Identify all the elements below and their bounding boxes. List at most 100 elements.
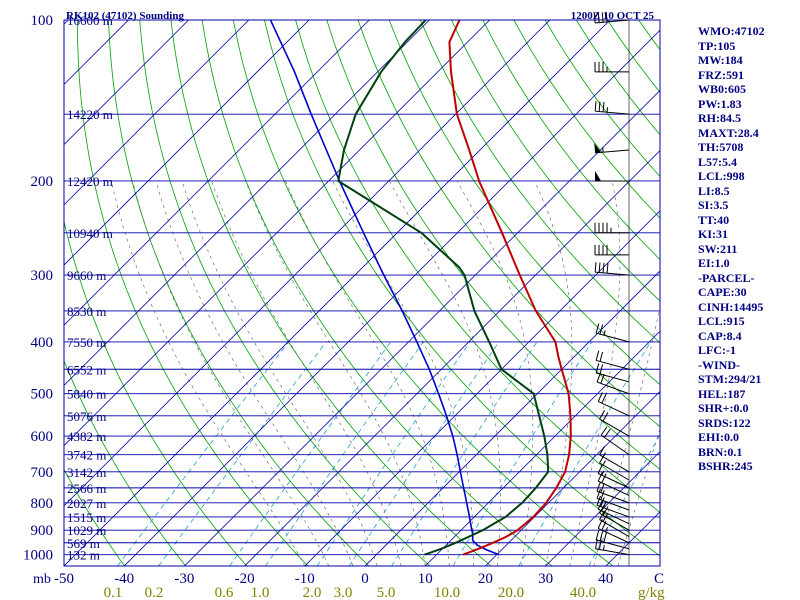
chart-title: RK102 (47102) Sounding <box>66 10 184 22</box>
wind-barb-staff <box>595 271 630 276</box>
moist-adiabat-line <box>245 180 426 566</box>
mixing-ratio-line <box>158 341 327 566</box>
wind-barb-full <box>604 428 611 438</box>
wind-barb-staff <box>597 480 630 496</box>
wind-barb-full <box>596 488 601 499</box>
dry-adiabat-line <box>482 20 660 261</box>
wind-barb-staff <box>597 473 630 489</box>
sounding-index: TP:105 <box>698 38 736 53</box>
wind-barb-staff <box>596 539 630 550</box>
sounding-index: EI:1.0 <box>698 256 730 270</box>
isotherm-line <box>184 89 660 566</box>
height-label: 1515 m <box>67 510 106 525</box>
wind-barb-full <box>594 101 597 112</box>
isotherm-line <box>64 20 611 566</box>
sounding-index: EHI:0.0 <box>698 430 740 444</box>
wind-barb <box>597 464 630 489</box>
temperature-unit-label: C <box>654 571 664 587</box>
sounding-index: TH:5708 <box>698 140 744 154</box>
sounding-index: HEL:187 <box>698 386 746 401</box>
wind-barb-staff <box>599 512 630 531</box>
mixing-ratio-line <box>452 341 593 566</box>
mixing-ratio-label: 5.0 <box>377 585 396 600</box>
moist-adiabat-line <box>181 180 378 566</box>
wind-barb-full <box>602 512 609 522</box>
wind-barb-full <box>595 530 600 541</box>
moist-adiabat-line <box>388 180 501 566</box>
wind-barb <box>597 471 630 496</box>
pressure-tick-label: 800 <box>31 496 54 512</box>
wind-barb-full <box>601 393 607 404</box>
wind-barbs-column <box>593 11 630 566</box>
mixing-ratio-label: 2.0 <box>303 585 322 600</box>
pressure-tick-label: 300 <box>31 268 54 284</box>
wind-barb <box>593 11 630 24</box>
wind-barb <box>600 426 630 456</box>
mixing-ratio-line <box>391 341 538 566</box>
dry-adiabat-line <box>451 20 660 302</box>
temperature-tick-label: 40 <box>598 571 613 587</box>
height-label: 5840 m <box>67 387 106 402</box>
height-label: 7550 m <box>67 335 106 350</box>
height-label: 5076 m <box>67 409 106 424</box>
moist-adiabat-line <box>110 180 306 566</box>
wind-barb-staff <box>596 490 630 504</box>
moist-adiabat-line <box>211 180 402 566</box>
wind-barb-half <box>602 452 606 458</box>
height-label: 3742 m <box>67 448 106 463</box>
height-label: 4382 m <box>67 429 106 444</box>
wind-barb-staff <box>599 418 630 437</box>
dry-adiabat-line <box>139 20 431 566</box>
wind-barb-staff <box>595 110 630 115</box>
dry-adiabat-line <box>108 20 370 566</box>
isotherm-line <box>64 20 430 386</box>
mixing-ratio-line <box>588 433 660 566</box>
wind-barb-full <box>597 500 603 510</box>
mixing-ratio-line <box>265 341 424 566</box>
isotherm-line <box>64 20 189 146</box>
isotherm-line <box>64 20 490 447</box>
height-label: 2027 m <box>67 496 106 511</box>
wind-barb-staff <box>597 527 630 544</box>
wind-barb-full <box>601 473 607 484</box>
wind-barb-staff <box>599 454 630 473</box>
height-label: 10940 m <box>67 226 113 241</box>
sounding-index: PW:1.83 <box>698 96 742 111</box>
wind-barb-full <box>602 506 609 516</box>
mixing-ratio-label: 0.6 <box>215 585 234 600</box>
mixing-ratio-label: 10.0 <box>434 585 460 600</box>
temperature-tick-label: 0 <box>361 571 369 587</box>
wind-barb <box>596 495 630 518</box>
dry-adiabat-line <box>77 20 309 566</box>
height-label: 6552 m <box>67 362 106 377</box>
sounding-index: LCL:998 <box>698 169 745 183</box>
wind-barb-full <box>596 481 601 492</box>
wind-barb-full <box>595 323 600 334</box>
temperature-tick-label: -10 <box>295 571 315 587</box>
sounding-index: BRN:0.1 <box>698 444 743 459</box>
temperature-tick-label: 30 <box>538 571 553 587</box>
dry-adiabat-line <box>326 20 660 470</box>
sounding-index: L57:5.4 <box>698 154 737 169</box>
dry-adiabat-line <box>64 359 187 566</box>
mixing-ratio-line <box>316 341 471 566</box>
wind-barb-staff <box>599 462 630 481</box>
pressure-unit-label: mb <box>33 572 51 587</box>
parcel-profile-line <box>269 20 500 556</box>
isotherm-line <box>64 20 370 326</box>
isotherm-line <box>0 20 8 566</box>
wind-barb-half <box>603 330 606 336</box>
temperature-tick-label: -30 <box>174 571 194 587</box>
wind-barb-full <box>599 324 604 335</box>
wind-barb-full <box>600 483 605 493</box>
dry-adiabat-line <box>232 20 614 566</box>
wind-barb-staff <box>596 332 630 343</box>
wind-barb-staff <box>595 19 630 24</box>
pressure-tick-label: 1000 <box>23 548 53 564</box>
wind-barb-full <box>600 373 605 384</box>
sounding-index: FRZ:591 <box>698 67 744 82</box>
wind-barb-full <box>595 350 600 361</box>
wind-barb <box>599 510 630 538</box>
height-label: 8530 m <box>67 304 106 319</box>
